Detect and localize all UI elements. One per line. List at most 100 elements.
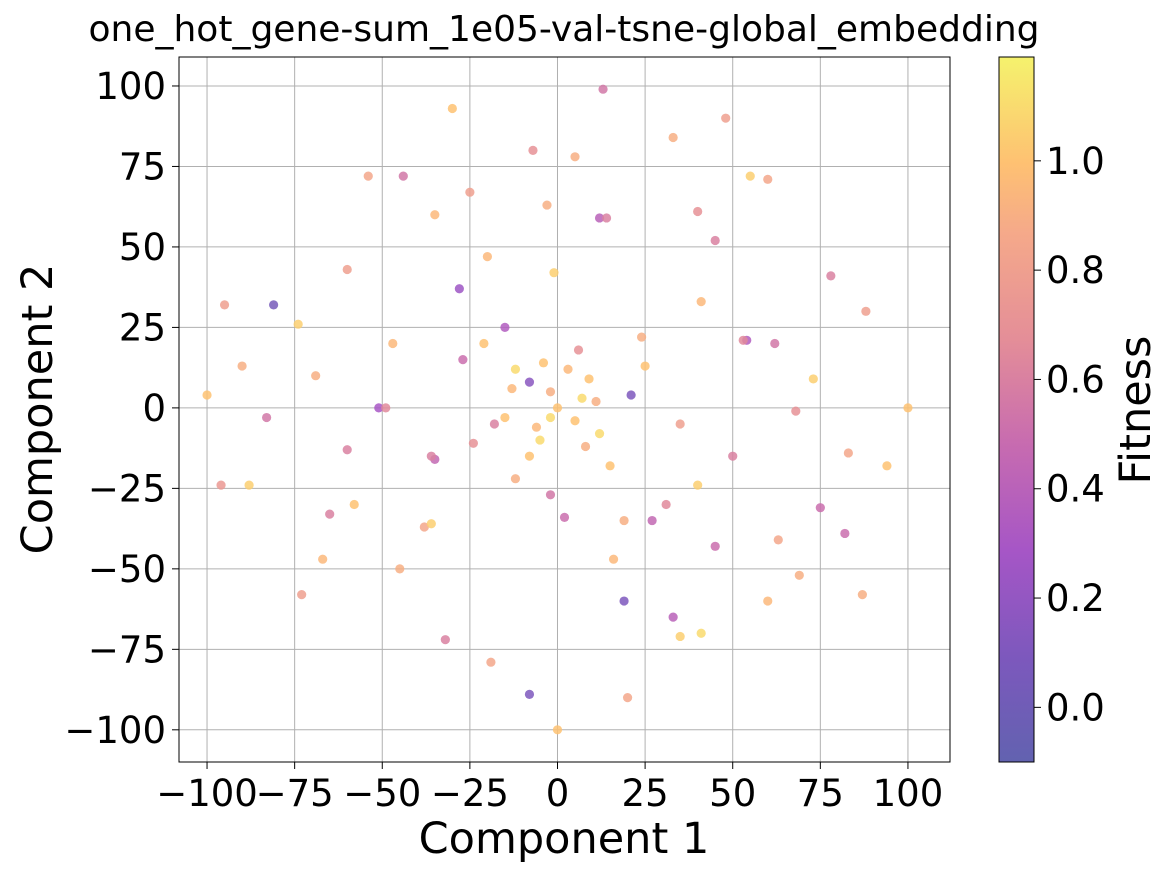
- scatter-point: [738, 335, 748, 345]
- scatter-point: [763, 596, 773, 606]
- scatter-point: [552, 403, 563, 413]
- scatter-point: [458, 355, 468, 365]
- scatter-point: [342, 264, 352, 275]
- scatter-point: [808, 374, 818, 384]
- scatter-point: [440, 635, 450, 645]
- scatter-point: [622, 693, 633, 703]
- scatter-point: [591, 396, 601, 407]
- scatter-point: [693, 480, 703, 490]
- scatter-point: [468, 438, 478, 448]
- scatter-point: [840, 528, 850, 539]
- x-tick-label: −100: [156, 772, 258, 815]
- scatter-point: [538, 358, 549, 368]
- y-tick-label: 25: [119, 306, 166, 349]
- scatter-point: [489, 419, 500, 429]
- scatter-point: [770, 338, 780, 349]
- colorbar-tick-label: 0.8: [1046, 249, 1105, 292]
- scatter-point: [426, 451, 436, 461]
- scatter-point: [861, 306, 871, 316]
- scatter-point: [594, 429, 605, 439]
- scatter-point: [528, 145, 538, 155]
- scatter-point: [363, 171, 373, 181]
- scatter-point: [216, 480, 226, 490]
- scatter-point: [721, 113, 731, 123]
- scatter-point: [311, 371, 321, 381]
- scatter-point: [318, 554, 328, 564]
- y-axis-label: Component 2: [13, 264, 63, 555]
- scatter-point: [395, 564, 405, 574]
- scatter-point: [342, 445, 352, 455]
- scatter-point: [637, 332, 647, 342]
- x-tick-label: −25: [431, 772, 509, 815]
- scatter-point: [773, 535, 783, 545]
- scatter-point: [545, 490, 556, 500]
- scatter-point: [524, 451, 535, 461]
- colorbar-tick-label: 0.2: [1046, 577, 1105, 620]
- y-tick-label: 50: [119, 226, 166, 269]
- y-axis-ticks: −100 −75 −50 −25 0 25 50 75 100: [64, 65, 179, 752]
- y-tick-label: −100: [64, 709, 166, 752]
- scatter-point: [500, 322, 510, 333]
- colorbar-tick-label: 0.6: [1046, 358, 1105, 401]
- scatter-point: [661, 499, 671, 510]
- plot-area: [179, 57, 950, 762]
- scatter-point: [486, 657, 496, 667]
- plot-frame: [178, 56, 951, 763]
- scatter-point: [675, 419, 685, 429]
- y-tick-label: 0: [142, 387, 166, 430]
- scatter-point: [763, 174, 773, 184]
- scatter-point: [500, 412, 510, 423]
- scatter-point: [559, 512, 570, 522]
- scatter-point: [619, 596, 629, 606]
- scatter-point: [826, 271, 836, 281]
- scatter-point: [584, 374, 594, 384]
- scatter-point: [675, 631, 685, 642]
- colorbar-tick-label: 0.0: [1046, 686, 1105, 729]
- scatter-point: [696, 628, 706, 638]
- scatter-point: [605, 461, 615, 471]
- grid-lines: [179, 57, 950, 762]
- x-tick-label: 100: [873, 772, 944, 815]
- scatter-point: [202, 390, 212, 400]
- scatter-point: [552, 725, 563, 735]
- scatter-point: [447, 103, 457, 114]
- y-tick-label: 100: [95, 65, 166, 108]
- scatter-point: [244, 480, 254, 490]
- scatter-point: [325, 509, 335, 519]
- scatter-point: [573, 345, 584, 355]
- colorbar-ticks: 0.0 0.2 0.4 0.6 0.8 1.0: [1034, 140, 1105, 729]
- scatter-point: [262, 412, 272, 423]
- scatter-point: [710, 235, 720, 246]
- scatter-point: [696, 297, 706, 307]
- x-tick-label: −50: [343, 772, 421, 815]
- scatter-point: [594, 213, 605, 223]
- colorbar-tick-label: 0.4: [1046, 468, 1105, 511]
- scatter-point: [693, 206, 703, 217]
- colorbar: [998, 56, 1035, 763]
- scatter-point: [710, 541, 720, 551]
- scatter-point: [426, 519, 436, 529]
- scatter-point: [524, 689, 535, 699]
- scatter-point: [374, 403, 384, 413]
- scatter-point: [454, 284, 464, 294]
- scatter-point: [745, 171, 755, 181]
- scatter-points: [202, 84, 913, 735]
- colorbar-tick-label: 1.0: [1046, 140, 1105, 183]
- scatter-point: [510, 364, 521, 374]
- scatter-point: [903, 403, 913, 413]
- scatter-point: [482, 251, 492, 262]
- scatter-point: [549, 268, 559, 278]
- scatter-point: [668, 132, 678, 143]
- x-tick-label: 75: [797, 772, 844, 815]
- scatter-point: [297, 590, 307, 600]
- scatter-point: [843, 448, 853, 458]
- scatter-point: [293, 319, 303, 329]
- scatter-point: [542, 200, 552, 210]
- scatter-point: [219, 300, 230, 310]
- scatter-point: [791, 406, 801, 416]
- scatter-point: [728, 451, 738, 461]
- scatter-point: [545, 387, 556, 397]
- scatter-point: [601, 213, 612, 223]
- y-tick-label: −75: [88, 628, 166, 671]
